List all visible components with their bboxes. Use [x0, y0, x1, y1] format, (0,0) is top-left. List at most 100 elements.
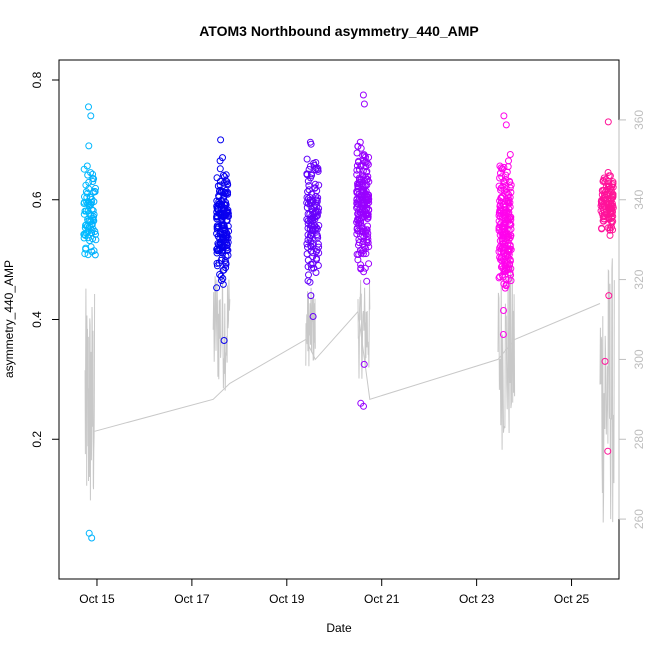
data-point — [304, 220, 312, 228]
data-point — [214, 182, 222, 190]
data-point — [498, 237, 506, 245]
data-point — [359, 250, 367, 258]
data-point-outlier — [500, 112, 508, 120]
data-point — [88, 198, 95, 206]
data-point — [604, 224, 612, 232]
data-point — [220, 179, 228, 187]
data-point — [308, 196, 316, 204]
data-point-outlier — [502, 121, 510, 129]
x-tick-label: Oct 25 — [554, 592, 590, 606]
data-point — [600, 213, 608, 221]
data-point — [304, 231, 312, 239]
data-point — [497, 184, 505, 192]
data-point — [222, 171, 230, 179]
right-tick-label: 360 — [632, 110, 646, 130]
data-point — [307, 215, 315, 223]
data-point — [216, 186, 224, 194]
data-point — [359, 171, 367, 179]
data-point — [500, 268, 508, 276]
data-point — [606, 172, 614, 180]
secondary-line-burst-5 — [497, 262, 516, 450]
data-point — [364, 211, 372, 219]
data-point — [89, 170, 97, 178]
y-axis-label: asymmetry_440_AMP — [2, 260, 16, 378]
data-point — [497, 254, 505, 262]
data-point-outlier — [604, 447, 612, 455]
data-point — [222, 198, 230, 206]
data-point — [507, 265, 515, 273]
data-point-outlier — [500, 307, 507, 314]
data-point — [498, 257, 506, 265]
data-point — [599, 177, 607, 185]
data-point — [609, 226, 617, 234]
y-tick-label: 0.4 — [30, 311, 44, 328]
data-point — [362, 153, 369, 161]
data-point — [213, 245, 221, 253]
data-point — [506, 177, 514, 185]
data-point — [498, 165, 506, 173]
data-point — [505, 246, 513, 254]
data-point — [307, 260, 315, 268]
data-point — [306, 198, 314, 206]
data-point — [312, 196, 320, 204]
data-point — [353, 162, 361, 170]
data-point — [87, 193, 95, 201]
data-point-outlier — [309, 313, 317, 320]
data-point — [506, 151, 514, 158]
data-point — [499, 235, 507, 243]
data-point — [213, 230, 221, 238]
data-point — [81, 224, 89, 232]
data-point — [311, 166, 319, 174]
data-point — [359, 196, 367, 204]
secondary-line-path — [94, 303, 601, 432]
data-point — [507, 188, 515, 196]
data-point — [82, 181, 90, 189]
x-tick-label: Oct 17 — [174, 592, 210, 606]
data-point — [600, 174, 608, 182]
data-point — [216, 235, 224, 243]
data-point — [357, 144, 365, 152]
data-point-outlier — [87, 112, 95, 120]
data-point-outlier — [360, 100, 368, 108]
data-point — [505, 200, 513, 208]
secondary-line-burst-1 — [84, 288, 96, 501]
data-point — [499, 223, 507, 231]
data-point — [505, 275, 513, 283]
data-point — [82, 188, 90, 196]
data-point — [310, 159, 318, 167]
data-point — [360, 213, 368, 221]
data-point — [353, 149, 361, 157]
data-point — [608, 219, 616, 227]
data-point — [218, 254, 226, 262]
right-tick-label: 340 — [632, 189, 646, 209]
right-tick-label: 320 — [632, 269, 646, 289]
data-point — [361, 264, 369, 272]
data-point — [224, 181, 232, 189]
right-tick-label: 280 — [632, 429, 646, 449]
data-point — [304, 188, 312, 196]
data-point — [308, 264, 315, 272]
data-point — [85, 217, 93, 224]
data-point — [307, 243, 315, 250]
data-point — [505, 196, 513, 204]
data-point — [219, 267, 227, 274]
data-point — [364, 239, 372, 247]
data-point — [501, 179, 509, 187]
data-point — [506, 261, 514, 269]
data-point — [80, 165, 88, 173]
secondary-line-burst-3 — [305, 287, 316, 367]
data-point — [84, 234, 92, 242]
data-point — [222, 259, 230, 267]
data-point — [498, 173, 506, 181]
x-tick-label: Oct 19 — [269, 592, 305, 606]
data-point — [497, 164, 505, 172]
axes-layer: Oct 15 Oct 17 Oct 19 Oct 21 Oct 23 Oct 25 0.2 0… — [30, 71, 646, 606]
data-point — [502, 171, 510, 179]
data-point — [213, 262, 221, 270]
data-point — [363, 277, 371, 285]
data-point — [305, 271, 312, 279]
x-tick-label: Oct 23 — [459, 592, 495, 606]
data-point — [216, 165, 224, 173]
data-point — [497, 248, 505, 256]
